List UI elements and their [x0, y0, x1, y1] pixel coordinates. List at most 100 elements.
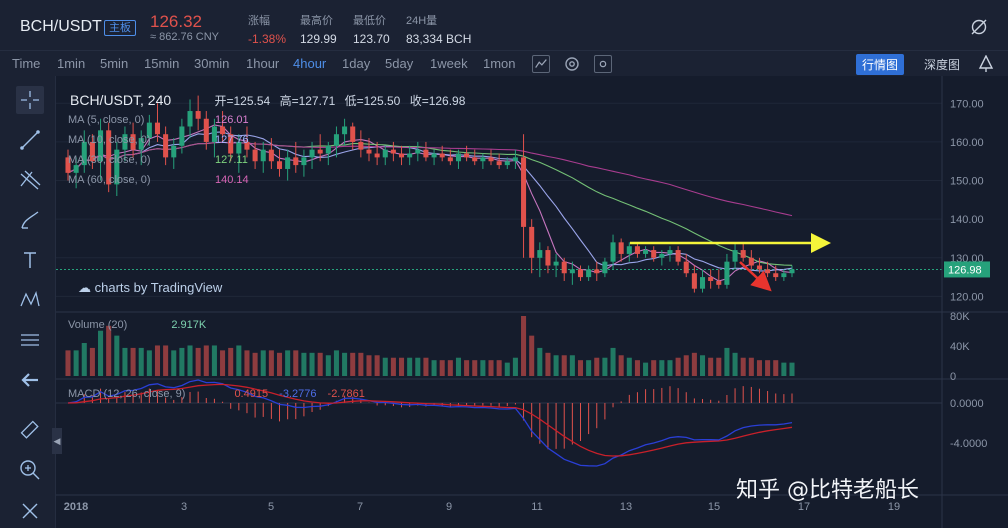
candle-body — [488, 157, 494, 162]
candle-body — [521, 157, 527, 227]
board-badge: 主板 — [104, 20, 136, 36]
tf-30min[interactable]: 30min — [194, 56, 230, 71]
volume-bar — [740, 357, 746, 376]
candle-body — [358, 141, 364, 150]
candle-body — [342, 126, 348, 135]
candle-body — [586, 269, 592, 278]
tf-15min[interactable]: 15min — [144, 56, 180, 71]
visibility-toggle-icon[interactable] — [970, 18, 988, 36]
text-icon[interactable] — [16, 246, 44, 274]
time-tick-label: 5 — [268, 501, 274, 513]
candle-body — [390, 149, 396, 154]
tf-1min[interactable]: 1min — [57, 56, 86, 71]
chart-canvas[interactable]: 120.00 130.00 140.00 150.00 160.00 170.00 80K 4… — [56, 76, 1008, 528]
volume-bar — [138, 347, 144, 376]
last-price: 126.32 — [150, 12, 202, 31]
ruler-icon[interactable] — [16, 416, 44, 444]
ma30-legend: MA (30, close, 0) 127.11 — [68, 154, 248, 166]
settings-gear-icon[interactable] — [563, 55, 581, 73]
volume-bar — [464, 360, 470, 376]
depth-chart-button[interactable]: 深度图 — [924, 58, 961, 72]
volume-bar — [594, 357, 600, 376]
ma10-legend: MA (10, close, 0) 127.76 — [68, 134, 249, 146]
volume-bar — [228, 347, 234, 376]
candle-body — [675, 250, 681, 262]
candle-body — [602, 261, 608, 274]
candle-body — [252, 149, 258, 162]
tf-1hour[interactable]: 1hour — [246, 56, 280, 71]
magnet-icon[interactable] — [16, 496, 44, 524]
price-tick-label: 170.00 — [950, 98, 984, 110]
candle-body — [537, 250, 543, 258]
candle-body — [98, 130, 104, 162]
candle-body — [163, 134, 169, 158]
tradingview-badge[interactable]: ☁ charts by TradingView — [78, 280, 223, 295]
pair-name[interactable]: BCH/USDT — [20, 18, 102, 35]
volume-bar — [293, 350, 299, 376]
volume-bar — [171, 350, 177, 376]
tf-5min[interactable]: 5min — [100, 56, 129, 71]
volume-bar — [626, 357, 632, 376]
volume-bar — [488, 360, 494, 376]
time-tick-label: 15 — [708, 501, 720, 513]
volume-bar — [65, 350, 71, 376]
macd-tick-label: 0.0000 — [950, 398, 984, 410]
tf-1day[interactable]: 1day — [342, 56, 371, 71]
volume-bar — [431, 360, 437, 376]
volume-bar — [301, 352, 307, 376]
last-price-label: 126.98 — [948, 264, 982, 276]
tf-1mon[interactable]: 1mon — [483, 56, 516, 71]
candle-body — [73, 165, 79, 173]
time-tick-label: 7 — [357, 501, 363, 513]
brush-icon[interactable] — [16, 206, 44, 234]
candle-body — [659, 253, 665, 258]
candle-body — [130, 134, 136, 150]
candle-body — [529, 226, 535, 258]
tf-1week[interactable]: 1week — [430, 56, 468, 71]
volume-bar — [382, 357, 388, 376]
trendline-icon[interactable] — [16, 126, 44, 154]
price-chart[interactable]: 120.00 130.00 140.00 150.00 160.00 170.00 80K 4… — [56, 76, 1008, 528]
measure-icon[interactable] — [16, 326, 44, 354]
volume-bar — [163, 345, 169, 376]
candle-body — [789, 269, 795, 274]
macd-dea-line — [67, 383, 793, 457]
pattern-icon[interactable] — [16, 286, 44, 314]
volume-bar — [325, 355, 331, 376]
volume-bar — [333, 350, 339, 376]
chart-type-icon[interactable] — [532, 55, 550, 73]
ohlc-legend: BCH/USDT, 240 开=125.54 高=127.71 低=125.50… — [70, 92, 465, 109]
tf-5day[interactable]: 5day — [385, 56, 414, 71]
volume-bar — [724, 347, 730, 376]
candle-body — [667, 250, 673, 254]
candle-body — [138, 138, 144, 150]
pitchfork-icon[interactable] — [16, 166, 44, 194]
volume-tick-label: 80K — [950, 311, 970, 323]
market-chart-button[interactable]: 行情图 — [856, 54, 905, 75]
candle-body — [545, 250, 551, 266]
collapse-toolbar-button[interactable]: ◀ — [52, 428, 62, 454]
candle-body — [634, 246, 640, 254]
fullscreen-icon[interactable] — [594, 55, 612, 73]
volume-bar — [521, 316, 527, 376]
tf-4hour[interactable]: 4hour — [293, 56, 327, 71]
volume-bar — [765, 360, 771, 376]
volume-bar — [114, 335, 120, 376]
crosshair-icon[interactable] — [16, 86, 44, 114]
ma60-legend: MA (60, close, 0) 140.14 — [68, 174, 249, 186]
candle-body — [610, 242, 616, 262]
candle-body — [220, 126, 226, 135]
volume-bar — [455, 357, 461, 376]
volume-bar — [285, 350, 291, 376]
time-tick-label: 17 — [798, 501, 810, 513]
price-tick-label: 120.00 — [950, 291, 984, 303]
zoom-icon[interactable] — [16, 456, 44, 484]
tf-time[interactable]: Time — [12, 56, 41, 71]
tree-icon[interactable] — [978, 55, 994, 73]
candle-body — [716, 280, 722, 285]
candle-body — [504, 161, 510, 166]
back-arrow-icon[interactable] — [16, 366, 44, 394]
candle-body — [561, 261, 567, 274]
candle-body — [447, 157, 453, 162]
cny-price: ≈ 862.76 CNY — [150, 31, 220, 43]
